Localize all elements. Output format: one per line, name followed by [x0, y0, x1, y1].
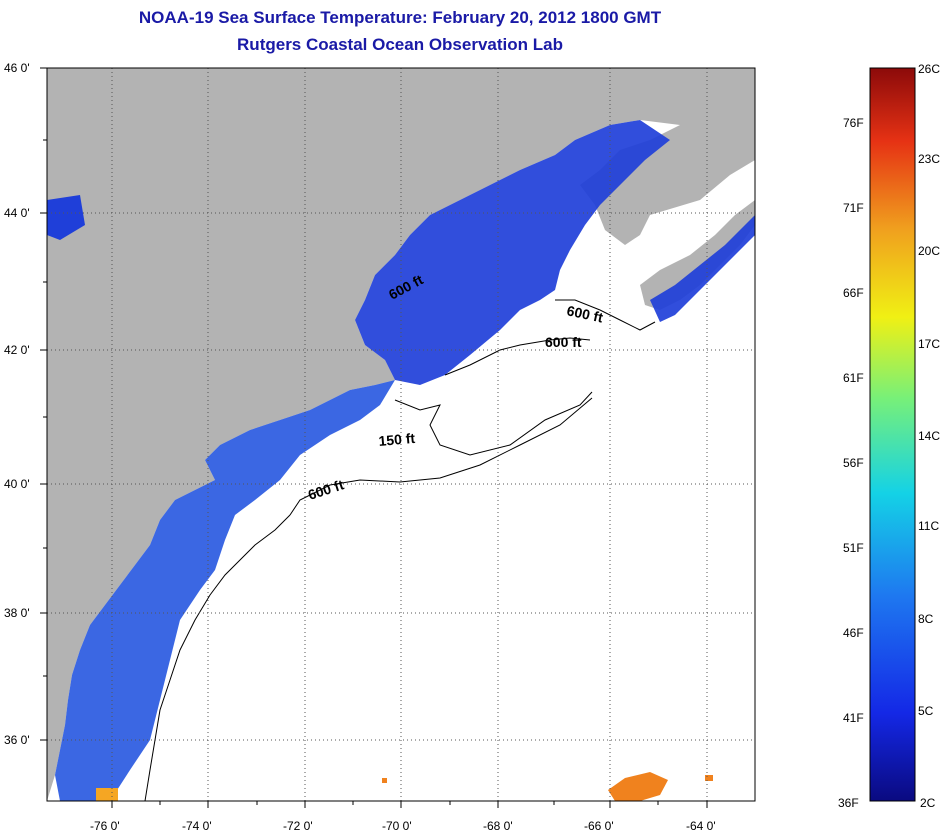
colorbar-label-66f: 66F — [843, 286, 864, 300]
map-subtitle: Rutgers Coastal Ocean Observation Lab — [237, 35, 563, 54]
cold-water-nova-scotia — [650, 215, 755, 322]
colorbar-label-56f: 56F — [843, 456, 864, 470]
colorbar-label-41f: 41F — [843, 711, 864, 725]
colorbar-label-26c: 26C — [918, 62, 941, 76]
lon-label-72: -72 0' — [283, 819, 313, 833]
colorbar-label-46f: 46F — [843, 626, 864, 640]
colorbar-scale — [869, 67, 916, 802]
contour-label-600ft-georges: 600 ft — [545, 334, 582, 350]
colorbar-label-5c: 5C — [918, 704, 934, 718]
cold-water-lake — [47, 195, 85, 240]
colorbar-label-2c: 2C — [920, 796, 936, 810]
lat-label-36: 36 0' — [4, 733, 30, 747]
contour-150ft — [394, 391, 593, 456]
lat-label-44: 44 0' — [4, 206, 30, 220]
colorbar-label-61f: 61F — [843, 371, 864, 385]
frame-ticks — [40, 67, 708, 808]
lon-label-70: -70 0' — [382, 819, 412, 833]
cold-water-coastal — [55, 380, 395, 801]
contour-label-150ft: 150 ft — [378, 430, 416, 449]
colorbar-label-71f: 71F — [843, 201, 864, 215]
map-title: NOAA-19 Sea Surface Temperature: Februar… — [138, 8, 662, 27]
colorbar-label-20c: 20C — [918, 244, 941, 258]
cold-water-region — [355, 120, 670, 385]
lat-label-46: 46 0' — [4, 61, 30, 75]
contour-600ft-north — [555, 299, 656, 331]
bathymetry-contours — [144, 299, 656, 801]
lon-label-64: -64 0' — [686, 819, 716, 833]
colorbar-label-8c: 8C — [918, 612, 934, 626]
warm-water-corner — [96, 788, 118, 801]
lon-label-68: -68 0' — [483, 819, 513, 833]
colorbar-label-76f: 76F — [843, 116, 864, 130]
lon-label-74: -74 0' — [182, 819, 212, 833]
land-mass — [47, 68, 755, 801]
lon-label-76: -76 0' — [90, 819, 120, 833]
contour-600ft-gulf — [444, 337, 591, 376]
contour-label-600ft-east: 600 ft — [565, 302, 604, 325]
colorbar-label-17c: 17C — [918, 337, 941, 351]
nova-scotia-land — [640, 200, 755, 310]
lat-label-42: 42 0' — [4, 343, 30, 357]
colorbar-label-14c: 14C — [918, 429, 941, 443]
lat-label-38: 38 0' — [4, 606, 30, 620]
lat-label-40: 40 0' — [4, 477, 30, 491]
warm-water-patch — [608, 772, 668, 801]
colorbar-label-23c: 23C — [918, 152, 941, 166]
warm-water-speck-2 — [705, 775, 713, 781]
colorbar-label-11c: 11C — [918, 519, 940, 533]
colorbar-label-51f: 51F — [843, 541, 864, 555]
colorbar-label-36f: 36F — [838, 796, 859, 810]
lon-label-66: -66 0' — [584, 819, 614, 833]
warm-water-speck — [382, 778, 387, 783]
